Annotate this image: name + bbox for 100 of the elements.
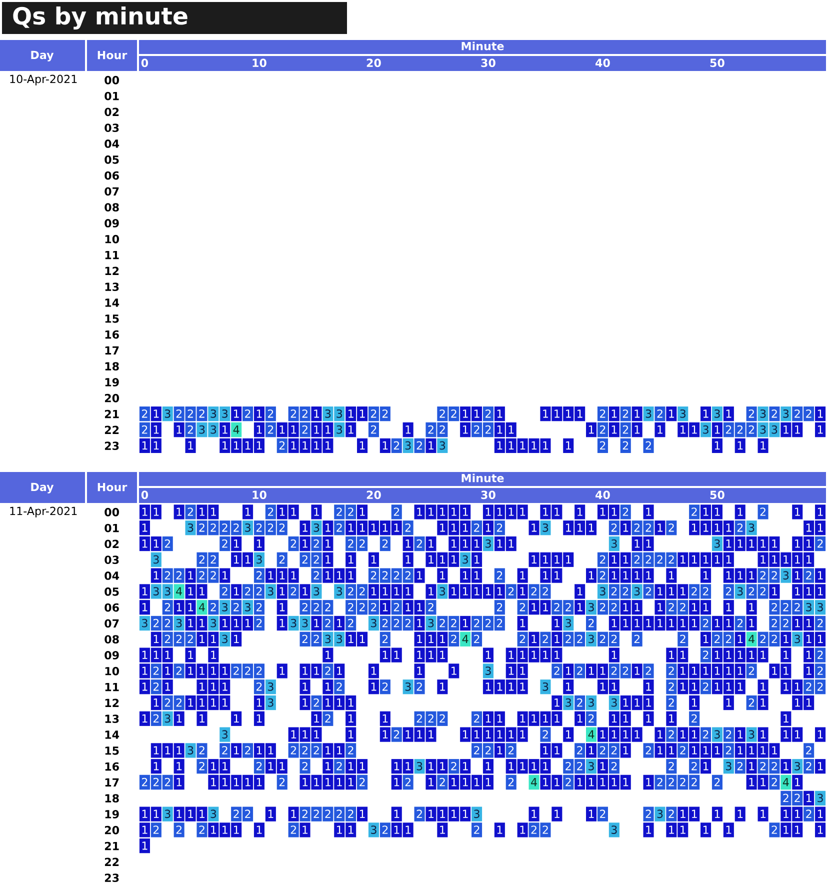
data-label: 1 xyxy=(463,587,468,596)
data-label: 2 xyxy=(325,602,330,612)
data-label: 2 xyxy=(611,523,617,532)
data-label: 3 xyxy=(210,409,216,418)
data-label: 1 xyxy=(588,426,594,434)
data-label: 1 xyxy=(142,524,148,532)
data-label: 2 xyxy=(314,634,319,644)
data-label: 1 xyxy=(646,778,652,786)
data-label: 1 xyxy=(302,441,308,450)
data-label: 1 xyxy=(200,666,204,675)
data-label: 1 xyxy=(634,619,640,628)
data-label: 3 xyxy=(153,555,159,564)
data-label: 3 xyxy=(405,441,411,450)
data-label: 2 xyxy=(794,794,800,802)
data-label: 3 xyxy=(588,698,594,707)
data-label: 2 xyxy=(199,409,204,418)
data-label: 2 xyxy=(302,634,308,644)
data-label: 1 xyxy=(566,682,571,691)
data-label: 3 xyxy=(416,762,422,770)
data-label: 1 xyxy=(578,603,582,612)
data-label: 2 xyxy=(428,425,434,434)
data-label: 1 xyxy=(314,441,319,450)
data-label: 2 xyxy=(680,778,686,786)
data-label: 1 xyxy=(256,410,262,418)
data-label: 3 xyxy=(210,425,216,434)
data-label: 1 xyxy=(714,619,720,628)
data-label: 3 xyxy=(325,409,331,418)
data-label: 1 xyxy=(314,714,319,723)
data-label: 1 xyxy=(818,730,823,738)
data-label: 2 xyxy=(772,826,777,834)
data-label: 1 xyxy=(692,682,697,691)
data-label: 1 xyxy=(795,587,800,596)
data-label: 2 xyxy=(748,587,754,596)
data-label: 1 xyxy=(314,666,319,675)
data-label: 2 xyxy=(302,746,308,754)
data-label: 1 xyxy=(669,826,674,834)
data-label: 3 xyxy=(245,602,250,612)
data-label: 1 xyxy=(326,441,330,450)
data-label: 1 xyxy=(474,410,480,418)
y-tick-label: 20 xyxy=(104,826,120,834)
data-label: 2 xyxy=(520,602,525,612)
data-label: 1 xyxy=(200,810,204,818)
data-label: 2 xyxy=(222,587,228,596)
data-label: 1 xyxy=(669,571,674,580)
y-tick-label: 15 xyxy=(105,314,119,323)
data-label: 1 xyxy=(394,810,400,818)
data-label: 2 xyxy=(382,682,388,691)
data-label: 1 xyxy=(508,762,514,770)
data-label: 1 xyxy=(440,682,445,691)
data-label: 1 xyxy=(623,524,628,532)
data-label: 3 xyxy=(188,746,194,754)
data-label: 2 xyxy=(668,762,674,770)
data-label: 2 xyxy=(405,618,410,628)
data-label: 2 xyxy=(416,682,422,691)
data-label: 1 xyxy=(165,746,170,754)
data-label: 1 xyxy=(532,650,537,659)
data-label: 1 xyxy=(760,810,766,818)
data-label: 1 xyxy=(726,682,732,691)
data-label: 1 xyxy=(486,682,491,691)
data-label: 1 xyxy=(806,634,812,644)
data-label: 2 xyxy=(577,746,582,754)
data-label: 1 xyxy=(703,555,708,564)
data-label: 1 xyxy=(680,682,686,691)
y-tick-label: 03 xyxy=(104,124,119,132)
data-label: 1 xyxy=(760,730,766,738)
data-label: 1 xyxy=(440,571,445,580)
data-label: 1 xyxy=(200,634,204,644)
data-label: 1 xyxy=(428,778,434,786)
data-label: 1 xyxy=(680,426,686,434)
data-label: 1 xyxy=(543,508,548,516)
data-label: 1 xyxy=(818,634,823,644)
data-label: 2 xyxy=(748,409,754,418)
data-label: 2 xyxy=(646,441,651,450)
data-label: 3 xyxy=(188,523,194,532)
data-label: 3 xyxy=(245,523,250,532)
data-label: 2 xyxy=(222,539,228,548)
data-label: 2 xyxy=(405,778,410,786)
data-label: 2 xyxy=(726,425,732,434)
data-label: 2 xyxy=(818,666,823,675)
data-label: 1 xyxy=(371,524,376,532)
data-label: 2 xyxy=(188,634,193,644)
data-label: 3 xyxy=(646,409,652,418)
data-label: 2 xyxy=(336,810,342,818)
data-label: 1 xyxy=(760,778,766,786)
x-tick-label: 20 xyxy=(366,490,381,500)
data-label: 2 xyxy=(416,810,422,818)
data-label: 3 xyxy=(176,618,182,628)
y-tick-label: 02 xyxy=(104,108,119,116)
data-label: 1 xyxy=(234,826,239,834)
data-label: 1 xyxy=(532,603,537,612)
data-label: 1 xyxy=(463,619,468,628)
data-label: 1 xyxy=(566,441,571,450)
data-label: 2 xyxy=(737,425,743,434)
data-label: 2 xyxy=(210,571,216,580)
data-label: 3 xyxy=(760,425,766,434)
data-label: 2 xyxy=(268,425,274,434)
data-label: 3 xyxy=(634,587,640,596)
data-label: 1 xyxy=(658,730,662,738)
data-label: 2 xyxy=(577,666,582,675)
data-label: 1 xyxy=(222,778,228,786)
